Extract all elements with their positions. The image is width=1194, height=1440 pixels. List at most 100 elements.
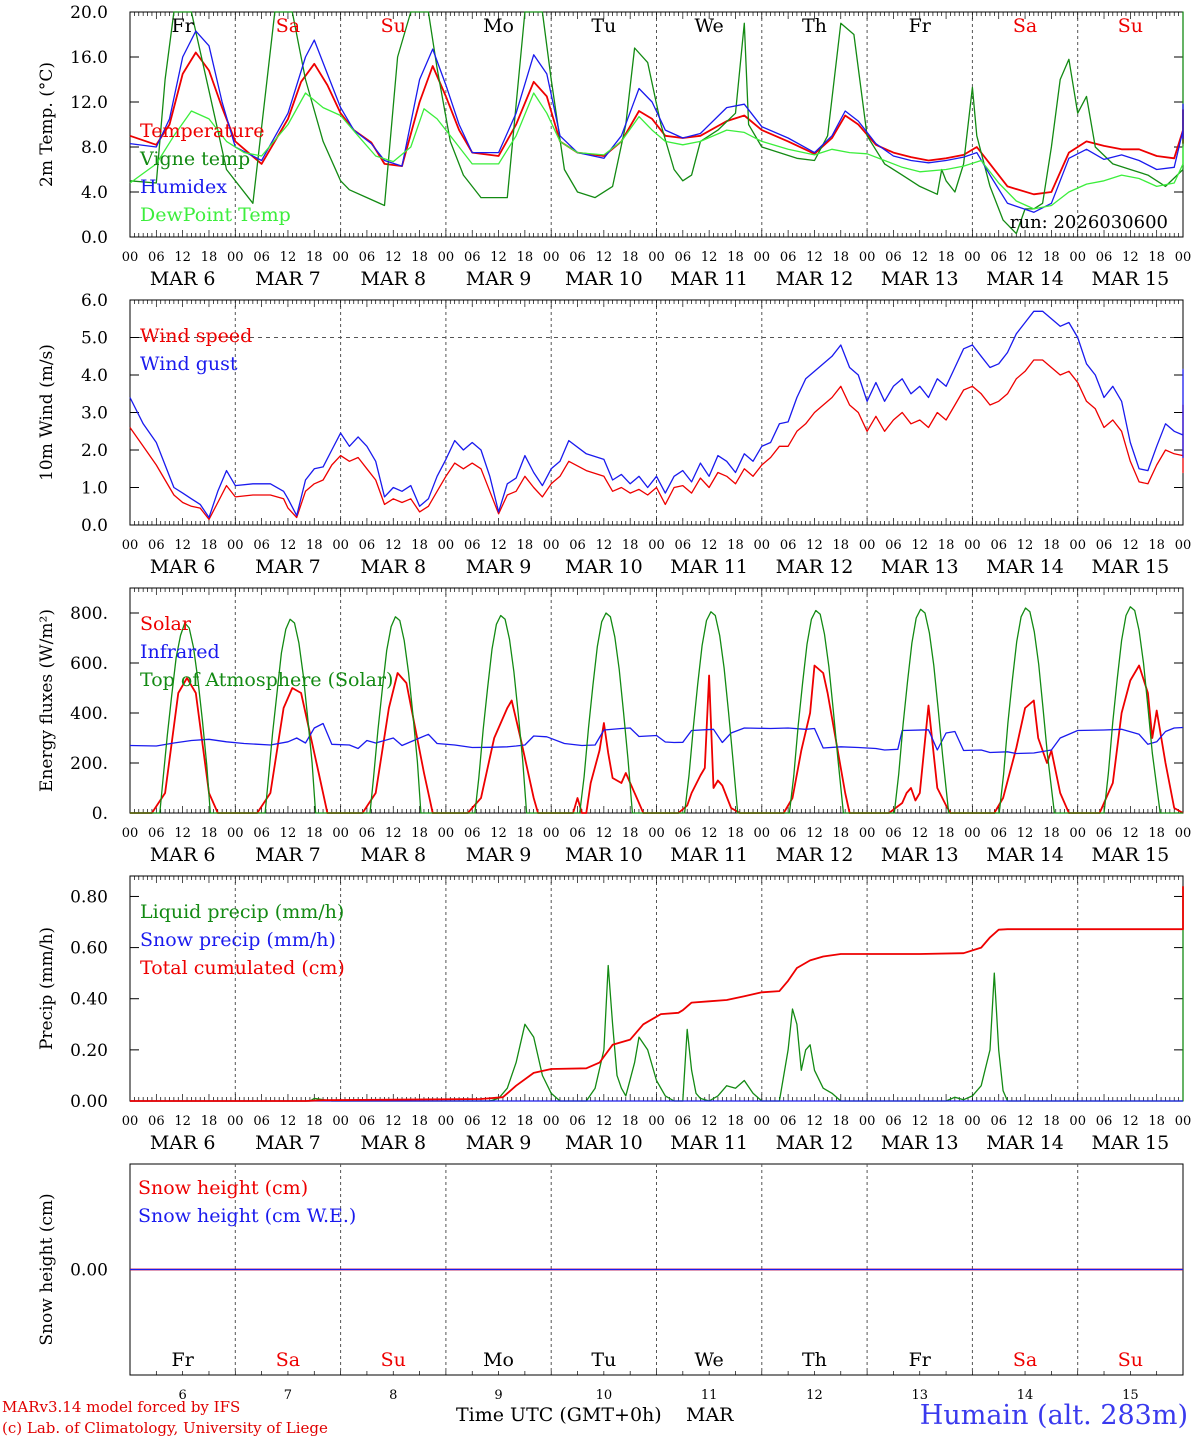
hour-label: 12 (490, 1114, 507, 1129)
date-label: MAR 14 (986, 556, 1064, 578)
hour-label: 12 (1017, 250, 1034, 265)
panel-4: 0.00 0.20 0.40 0.60 0.80 Precip (mm/h) Liquid … (37, 875, 1192, 1154)
hour-label: 00 (227, 250, 244, 265)
hour-label: 00 (332, 250, 349, 265)
hour-label: 06 (253, 1114, 270, 1129)
series-line-wind-gust (129, 310, 1184, 519)
weekday-label: Su (381, 15, 406, 37)
legend-entry: Liquid precip (mm/h) (140, 901, 344, 923)
hour-label: 12 (1122, 250, 1139, 265)
hour-label: 00 (964, 826, 981, 841)
hour-label: 06 (464, 826, 481, 841)
date-label: MAR 15 (1091, 268, 1169, 290)
y-tick-label: 4.0 (81, 366, 108, 386)
date-label: MAR 7 (255, 844, 321, 866)
hour-label: 12 (806, 538, 823, 553)
y-tick-label: 6.0 (81, 291, 108, 311)
weekday-label: Su (381, 1349, 406, 1371)
y-tick-label: 0.60 (70, 939, 108, 959)
hour-label: 06 (569, 826, 586, 841)
hour-label: 06 (253, 826, 270, 841)
hour-label: 06 (885, 538, 902, 553)
hour-label: 12 (1017, 826, 1034, 841)
hour-label: 00 (754, 538, 771, 553)
weekday-label: Fr (909, 15, 932, 37)
date-label: MAR 11 (670, 844, 748, 866)
hour-label: 12 (385, 1114, 402, 1129)
plot-frame (129, 299, 1184, 526)
date-label: MAR 10 (565, 844, 643, 866)
legend-entry: Humidex (140, 176, 227, 198)
hour-label: 12 (701, 538, 718, 553)
weekday-label: Fr (172, 1349, 195, 1371)
hour-label: 18 (1148, 1114, 1165, 1129)
legend-entry: Snow precip (mm/h) (140, 929, 336, 951)
hour-label: 00 (332, 538, 349, 553)
y-tick-label: 4.0 (81, 183, 108, 203)
y-tick-label: 8.0 (81, 138, 108, 158)
weekday-label: Mo (483, 1349, 514, 1371)
date-label: MAR 12 (776, 268, 854, 290)
hour-label: 00 (754, 250, 771, 265)
hour-label: 06 (253, 250, 270, 265)
hour-label: 18 (622, 1114, 639, 1129)
hour-label: 18 (306, 1114, 323, 1129)
day-number-label: 11 (701, 1388, 718, 1403)
hour-label: 06 (148, 250, 165, 265)
hour-label: 00 (438, 826, 455, 841)
hour-label: 12 (174, 538, 191, 553)
y-tick-label: 600. (70, 654, 108, 674)
day-number-label: 6 (179, 1388, 187, 1403)
hour-label: 00 (648, 538, 665, 553)
hour-label: 18 (517, 250, 534, 265)
hour-label: 06 (990, 250, 1007, 265)
y-tick-label: 0.40 (70, 990, 108, 1010)
y-tick-label: 400. (70, 704, 108, 724)
hour-label: 06 (990, 1114, 1007, 1129)
hour-label: 00 (964, 538, 981, 553)
weekday-label: Tu (591, 1349, 616, 1371)
hour-label: 18 (201, 538, 218, 553)
hour-label: 12 (1017, 538, 1034, 553)
weekday-label: We (695, 15, 724, 37)
x-axis-title: Time UTC (GMT+0h) (456, 1404, 662, 1426)
date-label: MAR 7 (255, 268, 321, 290)
hour-label: 00 (1175, 538, 1192, 553)
y-tick-label: 3.0 (81, 404, 108, 424)
hour-label: 12 (596, 538, 613, 553)
hour-label: 00 (543, 1114, 560, 1129)
hour-label: 06 (780, 826, 797, 841)
hour-label: 00 (964, 250, 981, 265)
hour-label: 00 (438, 1114, 455, 1129)
hour-label: 06 (148, 826, 165, 841)
hour-label: 18 (1043, 1114, 1060, 1129)
day-number-label: 9 (494, 1388, 502, 1403)
date-label: MAR 13 (881, 556, 959, 578)
hour-label: 12 (280, 250, 297, 265)
hour-label: 12 (911, 826, 928, 841)
hour-label: 06 (359, 826, 376, 841)
hour-label: 00 (754, 1114, 771, 1129)
hour-label: 00 (227, 538, 244, 553)
y-tick-label: 1.0 (81, 479, 108, 499)
hour-label: 06 (990, 538, 1007, 553)
weekday-label: We (695, 1349, 724, 1371)
hour-label: 00 (1069, 826, 1086, 841)
hour-label: 06 (885, 1114, 902, 1129)
date-label: MAR 9 (466, 844, 532, 866)
hour-label: 06 (464, 250, 481, 265)
weekday-label: Sa (276, 1349, 300, 1371)
hour-label: 06 (148, 1114, 165, 1129)
weekday-label: Mo (483, 15, 514, 37)
hour-label: 06 (675, 538, 692, 553)
hour-label: 06 (675, 826, 692, 841)
hour-label: 00 (1069, 250, 1086, 265)
hour-label: 18 (622, 826, 639, 841)
panel-2: 0.0 1.0 2.0 3.0 4.0 5.0 6.0 10m Wind (m/s) Wind … (37, 291, 1191, 578)
date-label: MAR 15 (1091, 844, 1169, 866)
y-tick-label: 200. (70, 754, 108, 774)
hour-label: 00 (1175, 1114, 1192, 1129)
hour-label: 18 (938, 250, 955, 265)
weekday-label: Sa (1013, 1349, 1037, 1371)
hour-label: 12 (174, 250, 191, 265)
